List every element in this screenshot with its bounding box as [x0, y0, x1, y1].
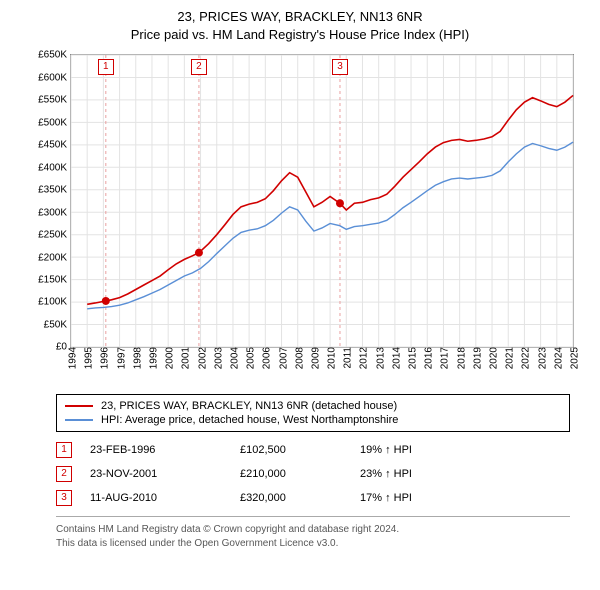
- chart-area: £0£50K£100K£150K£200K£250K£300K£350K£400…: [20, 48, 580, 388]
- chart-footer: Contains HM Land Registry data © Crown c…: [56, 516, 570, 550]
- x-axis-tick-label: 2009: [306, 347, 321, 369]
- legend-row: 23, PRICES WAY, BRACKLEY, NN13 6NR (deta…: [65, 399, 561, 413]
- x-axis-tick-label: 2002: [193, 347, 208, 369]
- chart-svg: [71, 55, 573, 347]
- sale-date: 23-FEB-1996: [90, 444, 240, 456]
- legend-label: 23, PRICES WAY, BRACKLEY, NN13 6NR (deta…: [101, 400, 397, 412]
- y-axis-tick-label: £100K: [38, 297, 71, 308]
- y-axis-tick-label: £650K: [38, 50, 71, 61]
- x-axis-tick-label: 2024: [549, 347, 564, 369]
- x-axis-tick-label: 2021: [501, 347, 516, 369]
- sale-delta-vs-hpi: 23% ↑ HPI: [360, 468, 412, 480]
- sale-price: £320,000: [240, 492, 360, 504]
- sale-delta-vs-hpi: 17% ↑ HPI: [360, 492, 412, 504]
- x-axis-tick-label: 2012: [355, 347, 370, 369]
- x-axis-tick-label: 2017: [436, 347, 451, 369]
- x-axis-tick-label: 1995: [80, 347, 95, 369]
- x-axis-tick-label: 2013: [371, 347, 386, 369]
- x-axis-tick-label: 1994: [64, 347, 79, 369]
- footer-licence: This data is licensed under the Open Gov…: [56, 537, 570, 551]
- sale-delta-vs-hpi: 19% ↑ HPI: [360, 444, 412, 456]
- x-axis-tick-label: 1998: [128, 347, 143, 369]
- x-axis-tick-label: 1996: [96, 347, 111, 369]
- sale-marker-annotation: 1: [98, 59, 114, 75]
- x-axis-tick-label: 2023: [533, 347, 548, 369]
- sale-marker-badge: 2: [56, 466, 72, 482]
- x-axis-tick-label: 1999: [144, 347, 159, 369]
- sale-marker-annotation: 3: [332, 59, 348, 75]
- x-axis-tick-label: 2005: [242, 347, 257, 369]
- price-chart-container: { "title_line1": "23, PRICES WAY, BRACKL…: [0, 0, 600, 550]
- x-axis-tick-label: 2020: [485, 347, 500, 369]
- y-axis-tick-label: £200K: [38, 252, 71, 263]
- x-axis-tick-label: 2003: [209, 347, 224, 369]
- chart-title-address: 23, PRICES WAY, BRACKLEY, NN13 6NR: [0, 8, 600, 26]
- x-axis-tick-label: 1997: [112, 347, 127, 369]
- y-axis-tick-label: £150K: [38, 274, 71, 285]
- x-axis-tick-label: 2022: [517, 347, 532, 369]
- x-axis-tick-label: 2014: [387, 347, 402, 369]
- sale-price: £102,500: [240, 444, 360, 456]
- sale-event-row: 3 11-AUG-2010£320,00017% ↑ HPI: [56, 486, 570, 510]
- y-axis-tick-label: £50K: [44, 319, 71, 330]
- chart-plot: £0£50K£100K£150K£200K£250K£300K£350K£400…: [70, 54, 574, 348]
- x-axis-tick-label: 2004: [225, 347, 240, 369]
- sale-event-row: 1 23-FEB-1996£102,50019% ↑ HPI: [56, 438, 570, 462]
- sale-marker-badge: 3: [56, 490, 72, 506]
- x-axis-tick-label: 2008: [290, 347, 305, 369]
- sale-event-row: 2 23-NOV-2001£210,00023% ↑ HPI: [56, 462, 570, 486]
- y-axis-tick-label: £400K: [38, 162, 71, 173]
- legend-row: HPI: Average price, detached house, West…: [65, 413, 561, 427]
- y-axis-tick-label: £600K: [38, 72, 71, 83]
- chart-legend: 23, PRICES WAY, BRACKLEY, NN13 6NR (deta…: [56, 394, 570, 432]
- sale-price: £210,000: [240, 468, 360, 480]
- chart-title-block: 23, PRICES WAY, BRACKLEY, NN13 6NR Price…: [0, 0, 600, 48]
- x-axis-tick-label: 2010: [323, 347, 338, 369]
- x-axis-tick-label: 2001: [177, 347, 192, 369]
- y-axis-tick-label: £500K: [38, 117, 71, 128]
- x-axis-tick-label: 2025: [566, 347, 581, 369]
- legend-swatch: [65, 419, 93, 421]
- footer-copyright: Contains HM Land Registry data © Crown c…: [56, 523, 570, 537]
- x-axis-tick-label: 2018: [452, 347, 467, 369]
- x-axis-tick-label: 2015: [404, 347, 419, 369]
- x-axis-tick-label: 2006: [258, 347, 273, 369]
- y-axis-tick-label: £300K: [38, 207, 71, 218]
- x-axis-tick-label: 2000: [161, 347, 176, 369]
- y-axis-tick-label: £450K: [38, 140, 71, 151]
- y-axis-tick-label: £250K: [38, 230, 71, 241]
- sale-date: 23-NOV-2001: [90, 468, 240, 480]
- sale-marker-badge: 1: [56, 442, 72, 458]
- x-axis-tick-label: 2011: [339, 347, 354, 369]
- chart-title-subtitle: Price paid vs. HM Land Registry's House …: [0, 26, 600, 44]
- x-axis-tick-label: 2019: [468, 347, 483, 369]
- legend-swatch: [65, 405, 93, 407]
- sale-date: 11-AUG-2010: [90, 492, 240, 504]
- y-axis-tick-label: £350K: [38, 185, 71, 196]
- x-axis-tick-label: 2016: [420, 347, 435, 369]
- sale-marker-annotation: 2: [191, 59, 207, 75]
- legend-label: HPI: Average price, detached house, West…: [101, 414, 398, 426]
- y-axis-tick-label: £550K: [38, 95, 71, 106]
- sale-events-list: 1 23-FEB-1996£102,50019% ↑ HPI 2 23-NOV-200…: [56, 438, 570, 510]
- x-axis-tick-label: 2007: [274, 347, 289, 369]
